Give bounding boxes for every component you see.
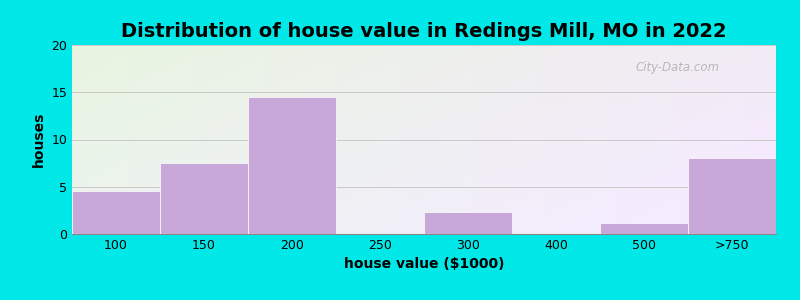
Bar bbox=[688, 158, 776, 234]
Bar bbox=[248, 97, 336, 234]
Y-axis label: houses: houses bbox=[32, 112, 46, 167]
Bar bbox=[600, 223, 688, 234]
Bar bbox=[424, 212, 512, 234]
X-axis label: house value ($1000): house value ($1000) bbox=[344, 257, 504, 272]
Bar bbox=[160, 163, 248, 234]
Title: Distribution of house value in Redings Mill, MO in 2022: Distribution of house value in Redings M… bbox=[121, 22, 727, 41]
Text: City-Data.com: City-Data.com bbox=[635, 61, 719, 74]
Bar bbox=[72, 191, 160, 234]
